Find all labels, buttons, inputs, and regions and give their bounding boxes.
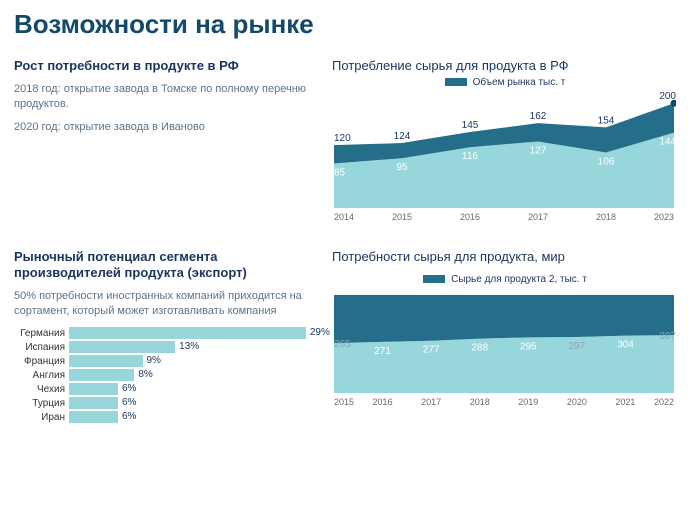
chart2-value-label: 295 xyxy=(520,341,537,352)
chart2-x-label: 2020 xyxy=(567,397,587,407)
chart1-svg: 120 124 145 162 154 200 85 95 116 127 106 144 2014 20… xyxy=(332,90,676,230)
chart1-title: Потребление сырья для продукта в РФ xyxy=(332,58,678,73)
chart1-x-label: 2015 xyxy=(392,212,412,222)
chart2-x-label: 2015 xyxy=(334,397,354,407)
chart2-x-label: 2017 xyxy=(421,397,441,407)
bar-track: 6% xyxy=(69,383,314,395)
chart2-value-label: 304 xyxy=(617,340,634,351)
chart2-x-label: 2018 xyxy=(470,397,490,407)
bar-track: 29% xyxy=(69,327,314,339)
chart2-title: Потребности сырья для продукта, мир xyxy=(332,249,678,264)
chart1-upper-label: 162 xyxy=(530,111,547,122)
chart2-x-label: 2021 xyxy=(615,397,635,407)
bar-fill xyxy=(69,411,118,423)
chart1-lower-label: 127 xyxy=(530,145,547,156)
chart1-upper-label: 145 xyxy=(462,120,479,131)
chart2-legend-swatch xyxy=(423,275,445,283)
bar-track: 9% xyxy=(69,355,314,367)
section1-p2: 2020 год: открытие завода в Иваново xyxy=(14,120,314,135)
section-2-text: Рыночный потенциал сегмента производител… xyxy=(14,249,314,425)
chart2-legend-label: Сырье для продукта 2, тыс. т xyxy=(451,274,587,285)
page-title: Возможности на рынке xyxy=(14,10,678,40)
chart1-container: Потребление сырья для продукта в РФ Объе… xyxy=(332,58,678,235)
bar-label: Англия xyxy=(14,370,69,381)
bar-value: 6% xyxy=(122,397,136,409)
bar-fill xyxy=(69,397,118,409)
chart2-legend: Сырье для продукта 2, тыс. т xyxy=(332,274,678,285)
bar-label: Чехия xyxy=(14,384,69,395)
bar-fill xyxy=(69,369,134,381)
bar-row: Германия29% xyxy=(14,327,314,339)
chart1-upper-label: 154 xyxy=(598,115,615,126)
chart1-lower-label: 106 xyxy=(598,156,615,167)
bar-value: 13% xyxy=(179,341,199,353)
chart1-x-label: 2023 xyxy=(654,212,674,222)
bar-value: 9% xyxy=(147,355,161,367)
chart2-x-label: 2019 xyxy=(518,397,538,407)
bar-label: Иран xyxy=(14,412,69,423)
row-1: Рост потребности в продукте в РФ 2018 го… xyxy=(14,58,678,235)
bar-value: 29% xyxy=(310,327,330,339)
chart2-value-label: 307 xyxy=(659,331,676,342)
row-2: Рыночный потенциал сегмента производител… xyxy=(14,249,678,425)
chart1-legend-swatch xyxy=(445,78,467,86)
chart1-upper-label: 120 xyxy=(334,133,351,144)
bar-fill xyxy=(69,383,118,395)
bar-fill xyxy=(69,327,306,339)
chart2-value-label: 288 xyxy=(471,343,488,354)
bar-row: Франция 9% xyxy=(14,355,314,367)
chart2-x-label: 2016 xyxy=(373,397,393,407)
section2-heading: Рыночный потенциал сегмента производител… xyxy=(14,249,314,282)
section1-heading: Рост потребности в продукте в РФ xyxy=(14,58,314,74)
bar-label: Германия xyxy=(14,328,69,339)
chart1-lower-label: 85 xyxy=(334,167,346,178)
bar-track: 13% xyxy=(69,341,314,353)
bar-track: 6% xyxy=(69,411,314,423)
bar-track: 6% xyxy=(69,397,314,409)
section2-p1: 50% потребности иностранных компаний при… xyxy=(14,289,314,319)
chart2-value-label: 271 xyxy=(374,346,391,357)
chart1-legend: Объем рынка тыс. т xyxy=(332,77,678,88)
bar-value: 8% xyxy=(138,369,152,381)
chart1-x-label: 2016 xyxy=(460,212,480,222)
chart2-value-label: 277 xyxy=(423,345,440,356)
chart1-x-label: 2017 xyxy=(528,212,548,222)
chart2-svg: 265 271 277 288 295 297 304 307 2015 2016 2017 2018… xyxy=(332,287,676,413)
bar-fill xyxy=(69,355,143,367)
bar-row: Иран 6% xyxy=(14,411,314,423)
bar-value: 6% xyxy=(122,411,136,423)
chart1-upper-label: 124 xyxy=(394,131,411,142)
bar-row: Чехия 6% xyxy=(14,383,314,395)
bar-value: 6% xyxy=(122,383,136,395)
bar-label: Испания xyxy=(14,342,69,353)
chart2-value-label: 265 xyxy=(334,339,351,350)
section-1-text: Рост потребности в продукте в РФ 2018 го… xyxy=(14,58,314,235)
bar-fill xyxy=(69,341,175,353)
bar-label: Франция xyxy=(14,356,69,367)
section1-p1: 2018 год: открытие завода в Томске по по… xyxy=(14,82,314,112)
chart1-x-label: 2018 xyxy=(596,212,616,222)
bar-row: Турция 6% xyxy=(14,397,314,409)
chart1-lower-label: 95 xyxy=(396,162,408,173)
chart1-lower-label: 116 xyxy=(462,151,478,162)
bar-row: Испания 13% xyxy=(14,341,314,353)
export-bar-chart: Германия29%Испания13%Франция9%Англия8%Че… xyxy=(14,327,314,423)
chart1-legend-label: Объем рынка тыс. т xyxy=(473,77,566,88)
bar-track: 8% xyxy=(69,369,314,381)
bar-label: Турция xyxy=(14,398,69,409)
chart1-x-label: 2014 xyxy=(334,212,354,222)
chart2-x-label: 2022 xyxy=(654,397,674,407)
bar-row: Англия 8% xyxy=(14,369,314,381)
chart1-lower-label: 144 xyxy=(659,136,676,147)
chart2-container: Потребности сырья для продукта, мир Сырь… xyxy=(332,249,678,425)
chart1-upper-label: 200 xyxy=(659,91,676,102)
chart2-value-label: 297 xyxy=(569,341,586,352)
